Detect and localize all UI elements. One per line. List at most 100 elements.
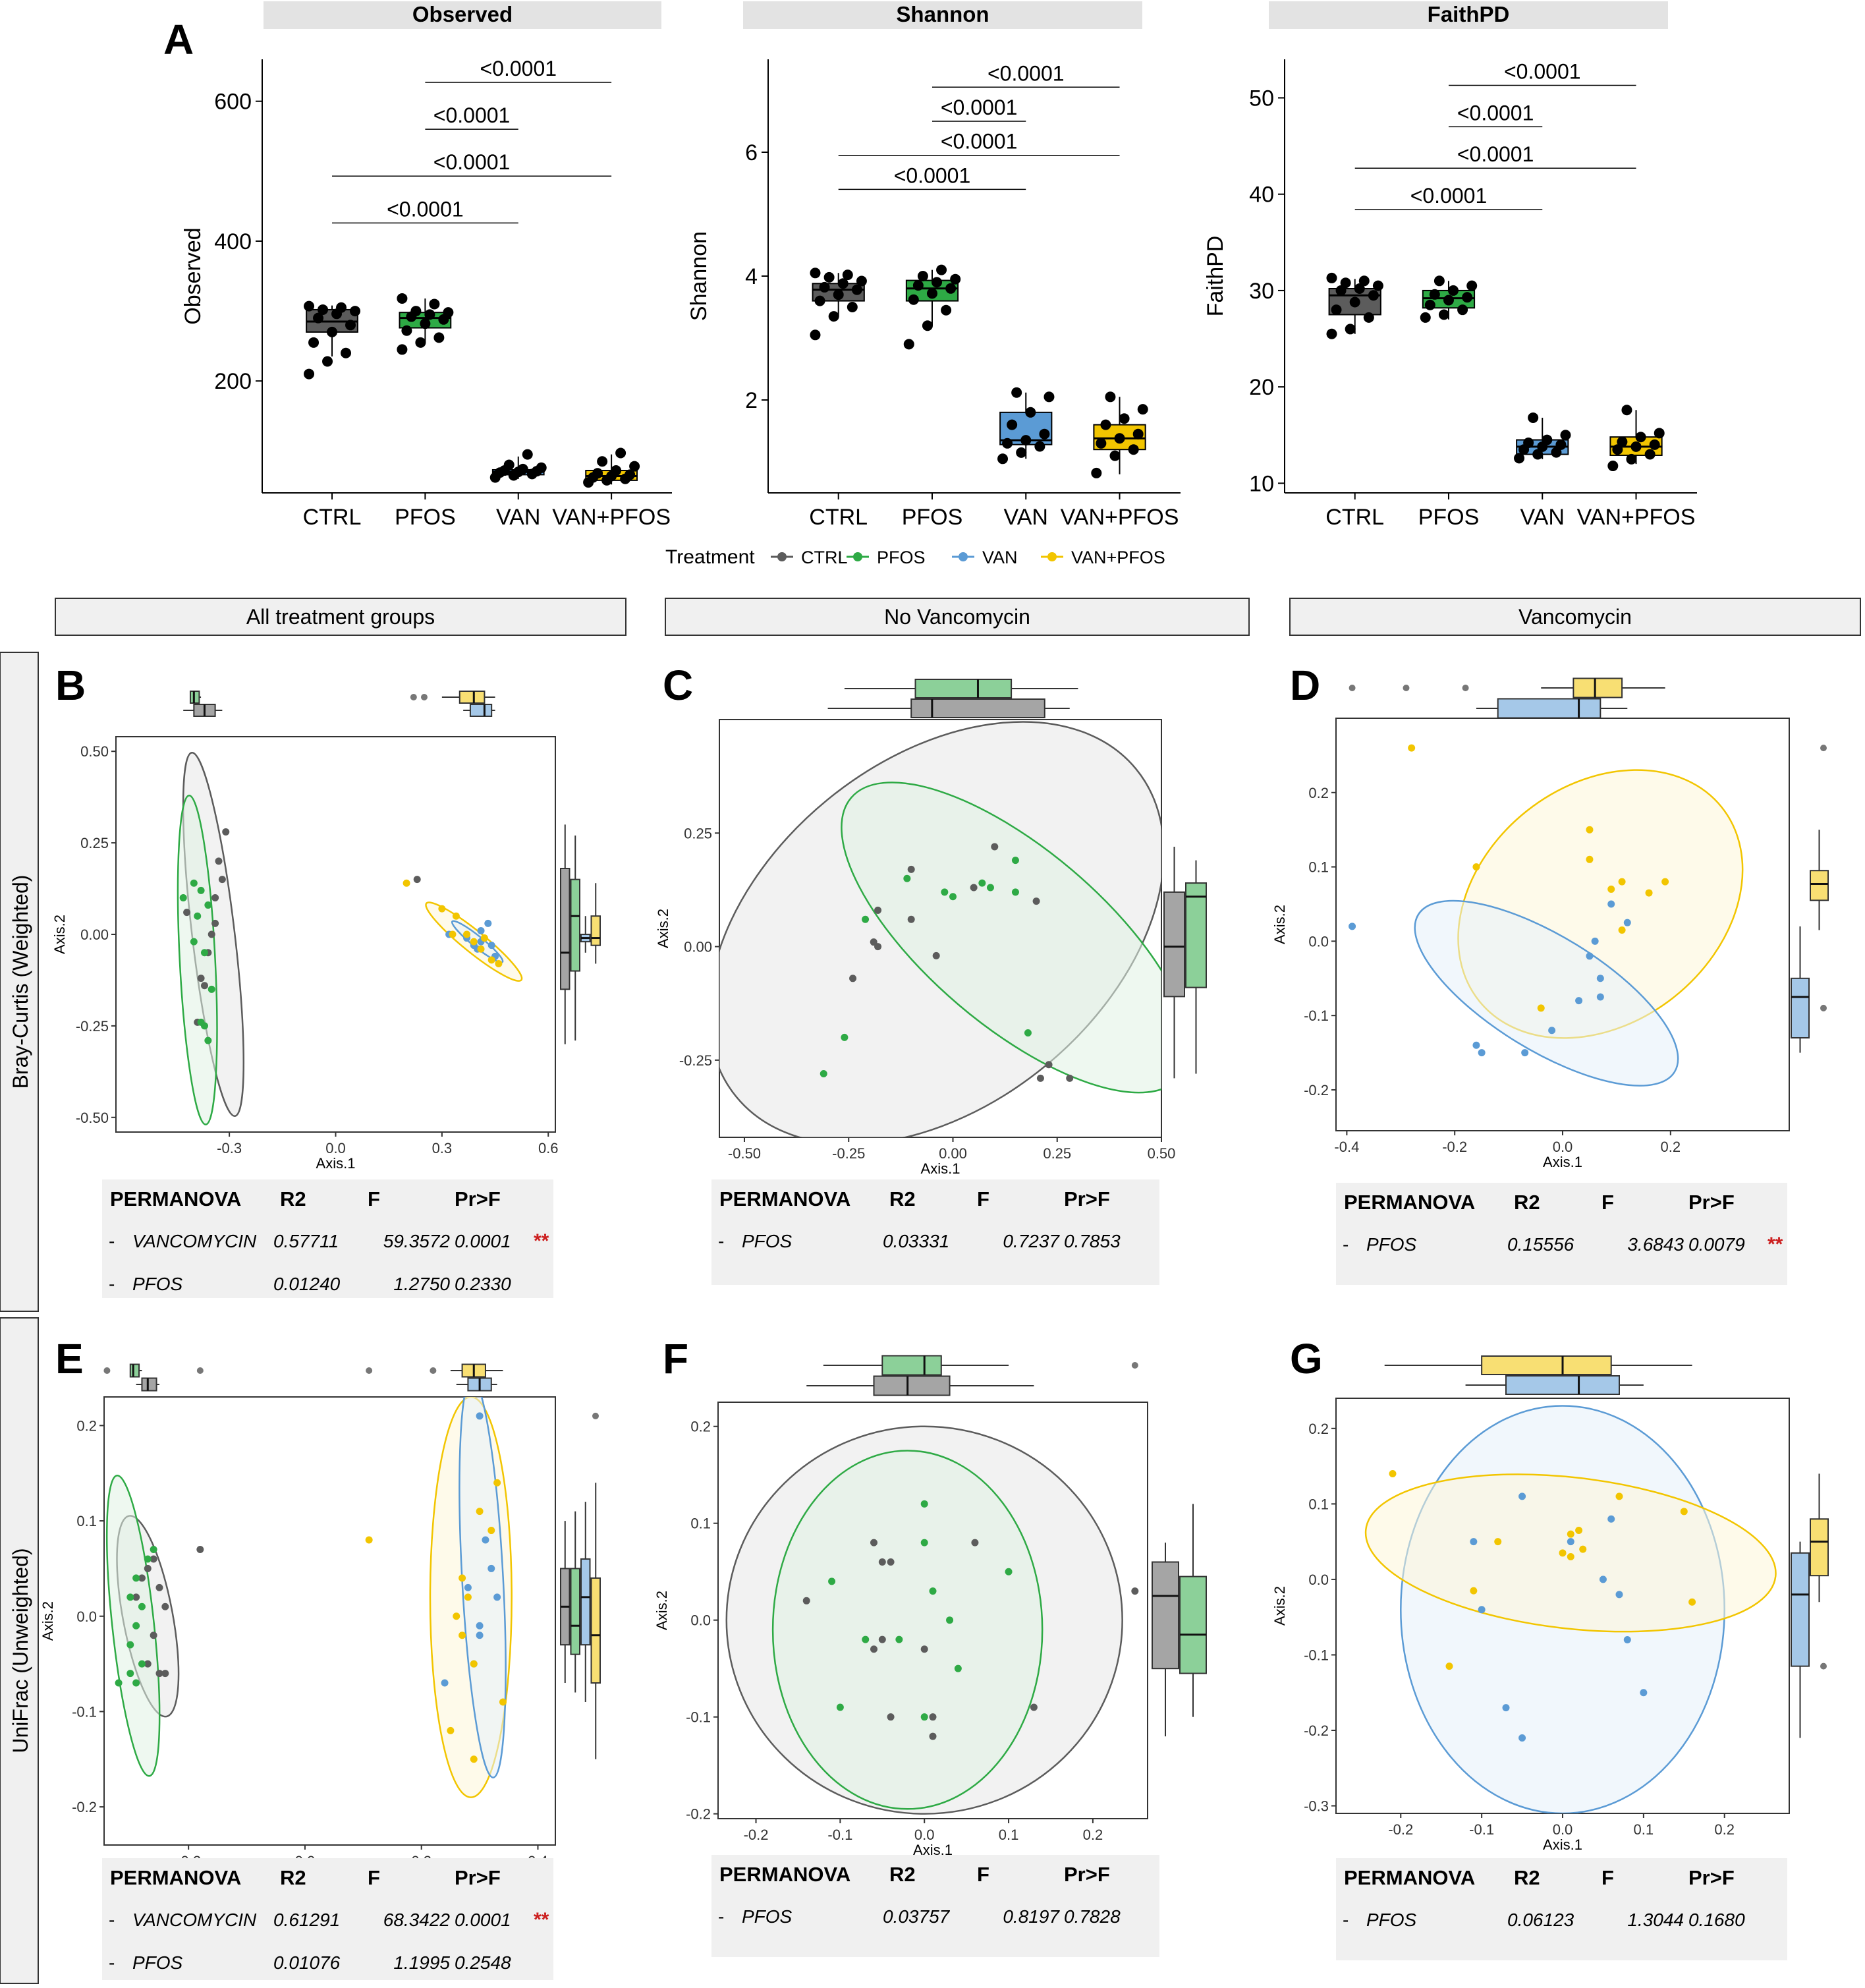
- row-label-box-top: [0, 652, 39, 1312]
- point: [1521, 1049, 1529, 1057]
- data-point: [433, 332, 445, 343]
- data-point: [611, 465, 622, 476]
- y-tick-label: -0.25: [76, 1018, 109, 1035]
- point: [929, 1587, 937, 1595]
- point: [1349, 923, 1356, 930]
- point: [144, 1564, 152, 1572]
- permanova-term: PFOS: [132, 1952, 183, 1973]
- data-point: [950, 273, 961, 285]
- panel-f-unifrac-no-van: F -0.2 -0.1 0.0 0.1 0.2 -0.2 -0.1 0.0 0.1 0.2 Axis.…: [654, 1335, 1207, 1957]
- point: [1661, 878, 1669, 886]
- observed-boxplot: Observed 200 400 600 Observed CTRL PFOS VAN VAN+…: [181, 1, 672, 530]
- point: [150, 1545, 157, 1553]
- permanova-table: PERMANOVA R2 F Pr>F - PFOS 0.15556 3.6843 0.0079…: [1336, 1183, 1787, 1285]
- data-point: [1612, 444, 1623, 455]
- point: [1024, 1029, 1032, 1037]
- y-tick-label: 0.2: [1308, 1421, 1329, 1437]
- data-point: [819, 281, 830, 293]
- data-point: [847, 302, 858, 312]
- data-point: [1466, 280, 1478, 291]
- x-tick-label: -0.1: [1469, 1821, 1494, 1838]
- data-point: [1016, 447, 1027, 458]
- data-point: [810, 268, 821, 279]
- point: [132, 1622, 140, 1630]
- y-tick-label: -0.1: [686, 1709, 711, 1726]
- column-header-all-groups: All treatment groups: [246, 605, 435, 629]
- point: [1599, 1576, 1607, 1583]
- marginal-box: [910, 698, 1045, 718]
- permanova-r2: 0.57711: [273, 1231, 339, 1251]
- permanova-header: R2: [889, 1863, 916, 1886]
- point: [365, 1536, 373, 1544]
- column-header-vancomycin: Vancomycin: [1518, 605, 1632, 629]
- point: [115, 1679, 123, 1687]
- permanova-header: Pr>F: [1688, 1866, 1735, 1889]
- point: [493, 1479, 501, 1487]
- permanova-table: PERMANOVA R2 F Pr>F - PFOS 0.03331 0.7237 0.7853: [711, 1179, 1159, 1285]
- panel-label: B: [55, 662, 86, 709]
- data-point: [810, 329, 821, 341]
- permanova-f: 1.3044: [1627, 1910, 1684, 1930]
- permanova-r2: 0.03331: [883, 1231, 949, 1251]
- side-outlier: [592, 1412, 599, 1419]
- point: [1032, 897, 1040, 905]
- point: [476, 1632, 484, 1639]
- point: [920, 1713, 928, 1721]
- y-axis-title: Axis.2: [51, 915, 68, 954]
- marginal-outlier: [1462, 685, 1469, 691]
- panel-d-bray-curtis-van: D -0.4 -0.2 0.0 0.2 -0.2 -0.1 0.0 0.1 0.2 Axis.1 Ax…: [1271, 662, 1829, 1285]
- point: [1131, 1587, 1139, 1595]
- facet-strip: [1269, 1, 1668, 29]
- y-tick-label: -0.2: [686, 1806, 711, 1823]
- point: [954, 1664, 962, 1672]
- point: [1005, 1568, 1013, 1576]
- marginal-box: [1573, 677, 1623, 698]
- side-box: [1810, 1518, 1829, 1577]
- data-point: [350, 306, 361, 317]
- point: [1548, 1027, 1556, 1035]
- permanova-f: 1.2750: [393, 1274, 450, 1294]
- permanova-f: 3.6843: [1627, 1234, 1684, 1255]
- data-point: [1542, 434, 1553, 445]
- point: [841, 1033, 849, 1041]
- y-tick-label: 10: [1249, 471, 1274, 496]
- permanova-header: R2: [1514, 1866, 1540, 1889]
- side-outlier: [1820, 1662, 1827, 1670]
- point: [1607, 1515, 1615, 1523]
- p-value-label: <0.0001: [1457, 101, 1534, 125]
- data-point: [1462, 292, 1473, 303]
- point: [204, 1037, 212, 1044]
- point: [1575, 997, 1583, 1005]
- permanova-background: [102, 1179, 553, 1298]
- y-tick-label: 600: [214, 90, 252, 115]
- marginal-box: [1505, 1375, 1620, 1395]
- permanova-header: Pr>F: [1688, 1191, 1735, 1214]
- point: [1478, 1049, 1486, 1057]
- point: [183, 909, 191, 917]
- plot-area: [1364, 1405, 1777, 1813]
- permanova-dash: -: [1343, 1910, 1349, 1930]
- x-tick-label: 0.1: [999, 1827, 1019, 1843]
- point: [477, 926, 485, 934]
- data-point: [814, 295, 825, 306]
- point: [1537, 1004, 1545, 1012]
- permanova-header: F: [977, 1187, 989, 1210]
- side-box: [1810, 870, 1829, 901]
- point: [480, 934, 488, 942]
- point: [218, 876, 226, 884]
- data-point: [823, 271, 835, 283]
- y-tick-label: -0.1: [1304, 1647, 1329, 1663]
- point: [920, 1645, 928, 1653]
- point: [155, 1670, 163, 1678]
- y-tick-label: 0.0: [1308, 933, 1329, 950]
- y-tick-label: 6: [745, 140, 758, 165]
- data-point: [1635, 432, 1646, 443]
- marginal-box: [914, 679, 1013, 698]
- point: [487, 956, 495, 964]
- point: [1586, 826, 1594, 834]
- point: [204, 901, 212, 909]
- column-header-no-vancomycin: No Vancomycin: [884, 605, 1030, 629]
- panel-g-unifrac-van: G -0.2 -0.1 0.0 0.1 0.2 -0.3 -0.2 -0.1 0.0 0.1 0.2 A…: [1271, 1335, 1829, 1960]
- point: [1518, 1492, 1526, 1500]
- data-point: [522, 449, 533, 460]
